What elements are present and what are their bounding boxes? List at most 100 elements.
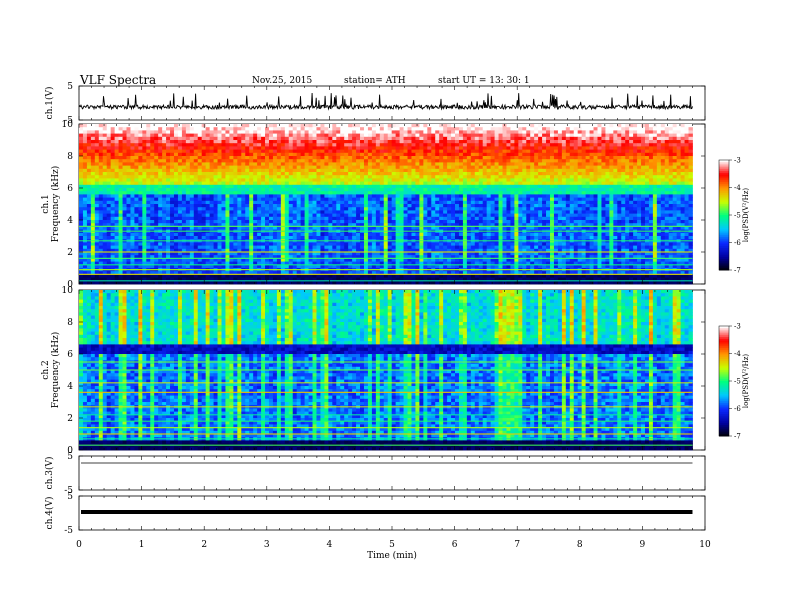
colorbar-swatch (719, 264, 729, 267)
colorbar-swatch (719, 360, 729, 364)
colorbar-swatch (719, 353, 729, 356)
panel-2-y-tick-label: 6 (67, 184, 73, 194)
colorbar-swatch (719, 342, 729, 345)
colorbar-swatch (719, 189, 729, 192)
x-tick-label: 3 (264, 540, 270, 550)
colorbar-swatch (719, 366, 729, 369)
colorbar-swatch (719, 359, 729, 362)
colorbar-swatch (719, 204, 729, 207)
colorbar-swatch (719, 410, 729, 413)
ch3-waveform-ylabel: ch.3(V) (44, 457, 55, 490)
ch4-waveform-trace (81, 510, 693, 514)
colorbar-swatch (719, 235, 729, 238)
colorbar-swatch (719, 333, 729, 336)
colorbar-swatch (719, 260, 729, 264)
colorbar-swatch (719, 401, 729, 404)
colorbar-tick-label: -5 (734, 378, 741, 386)
panel-4-y-tick-label: -5 (64, 486, 73, 496)
ch2-colorbar: -3 -4 -5 -6 -7 log(PSD(V²/Hz) (718, 323, 750, 441)
colorbar-swatch (719, 351, 729, 354)
station-label: station= ATH (344, 76, 406, 86)
panel-4-y-tick-label: 5 (67, 452, 73, 462)
colorbar-swatch (719, 215, 729, 218)
colorbar-swatch (719, 357, 729, 360)
colorbar-swatch (719, 349, 729, 353)
colorbar-swatch (719, 428, 729, 431)
colorbar-swatch (719, 191, 729, 194)
colorbar-swatch (719, 423, 729, 426)
x-tick-label: 7 (514, 540, 520, 550)
panel-3-y-tick-label: 2 (67, 414, 73, 424)
colorbar-swatch (719, 231, 729, 234)
colorbar-swatch (719, 364, 729, 367)
colorbar-tick-label: -7 (734, 433, 741, 441)
colorbar-swatch (719, 229, 729, 232)
x-axis-label: Time (min) (367, 550, 417, 561)
colorbar-swatch (719, 233, 729, 236)
colorbar-swatch (719, 370, 729, 373)
x-tick-label: 0 (76, 540, 82, 550)
colorbar-swatch (719, 163, 729, 166)
colorbar-label: log(PSD(V²/Hz) (742, 354, 750, 409)
colorbar-swatch (719, 432, 729, 435)
colorbar-swatch (719, 379, 729, 382)
colorbar-swatch (719, 171, 729, 174)
colorbar-swatch (719, 174, 729, 177)
colorbar-swatch (719, 421, 729, 424)
colorbar-swatch (719, 368, 729, 371)
colorbar-swatch (719, 384, 729, 387)
ch2-spectrogram-ylabel-channel: ch.2 (41, 360, 51, 379)
panel-3-y-tick-label: 4 (67, 382, 73, 392)
colorbar-swatch (719, 404, 729, 408)
colorbar-swatch (719, 426, 729, 430)
colorbar-tick-label: -5 (734, 212, 741, 220)
panel-5-y-tick-label: -5 (64, 526, 73, 536)
colorbar-swatch (719, 205, 729, 209)
colorbar-swatch (719, 348, 729, 351)
colorbar-swatch (719, 262, 729, 265)
colorbar-swatch (719, 408, 729, 411)
colorbar-swatch (719, 167, 729, 170)
ch2-spectrogram-image (79, 290, 693, 451)
colorbar-swatch (719, 240, 729, 243)
colorbar-swatch (719, 412, 729, 415)
x-tick-label: 5 (389, 540, 395, 550)
colorbar-tick-label: -3 (734, 157, 741, 165)
colorbar-swatch (719, 362, 729, 365)
panel-2-y-tick-label: 10 (62, 120, 74, 130)
colorbar-swatch (719, 382, 729, 386)
colorbar-swatch (719, 216, 729, 220)
colorbar-swatch (719, 259, 729, 262)
colorbar-swatch (719, 187, 729, 190)
colorbar-swatch (719, 160, 729, 163)
colorbar-swatch (719, 224, 729, 227)
colorbar-tick-label: -6 (734, 405, 741, 413)
colorbar-swatch (719, 337, 729, 340)
colorbar-swatch (719, 251, 729, 254)
colorbar-swatch (719, 172, 729, 176)
colorbar-swatch (719, 255, 729, 258)
colorbar-swatch (719, 182, 729, 185)
colorbar-swatch (719, 200, 729, 203)
colorbar-swatch (719, 220, 729, 223)
colorbar-swatch (719, 326, 729, 329)
colorbar-swatch (719, 207, 729, 210)
panel-3-y-tick-label: 0 (67, 446, 73, 456)
panel-2-y-tick-label: 0 (67, 280, 73, 290)
x-tick-label: 4 (327, 540, 333, 550)
colorbar-tick-label: -6 (734, 239, 741, 247)
colorbar-swatch (719, 371, 729, 375)
colorbar-swatch (719, 406, 729, 409)
ch3-waveform-frame (78, 455, 706, 491)
colorbar-swatch (719, 226, 729, 229)
colorbar-swatch (719, 178, 729, 181)
colorbar-swatch (719, 375, 729, 378)
colorbar-swatch (719, 425, 729, 428)
figure-title: VLF Spectra (79, 73, 156, 87)
panel-2-y-tick-label: 2 (67, 248, 73, 258)
colorbar-swatch (719, 238, 729, 242)
colorbar-swatch (719, 355, 729, 358)
colorbar-swatch (719, 329, 729, 332)
colorbar-swatch (719, 180, 729, 183)
